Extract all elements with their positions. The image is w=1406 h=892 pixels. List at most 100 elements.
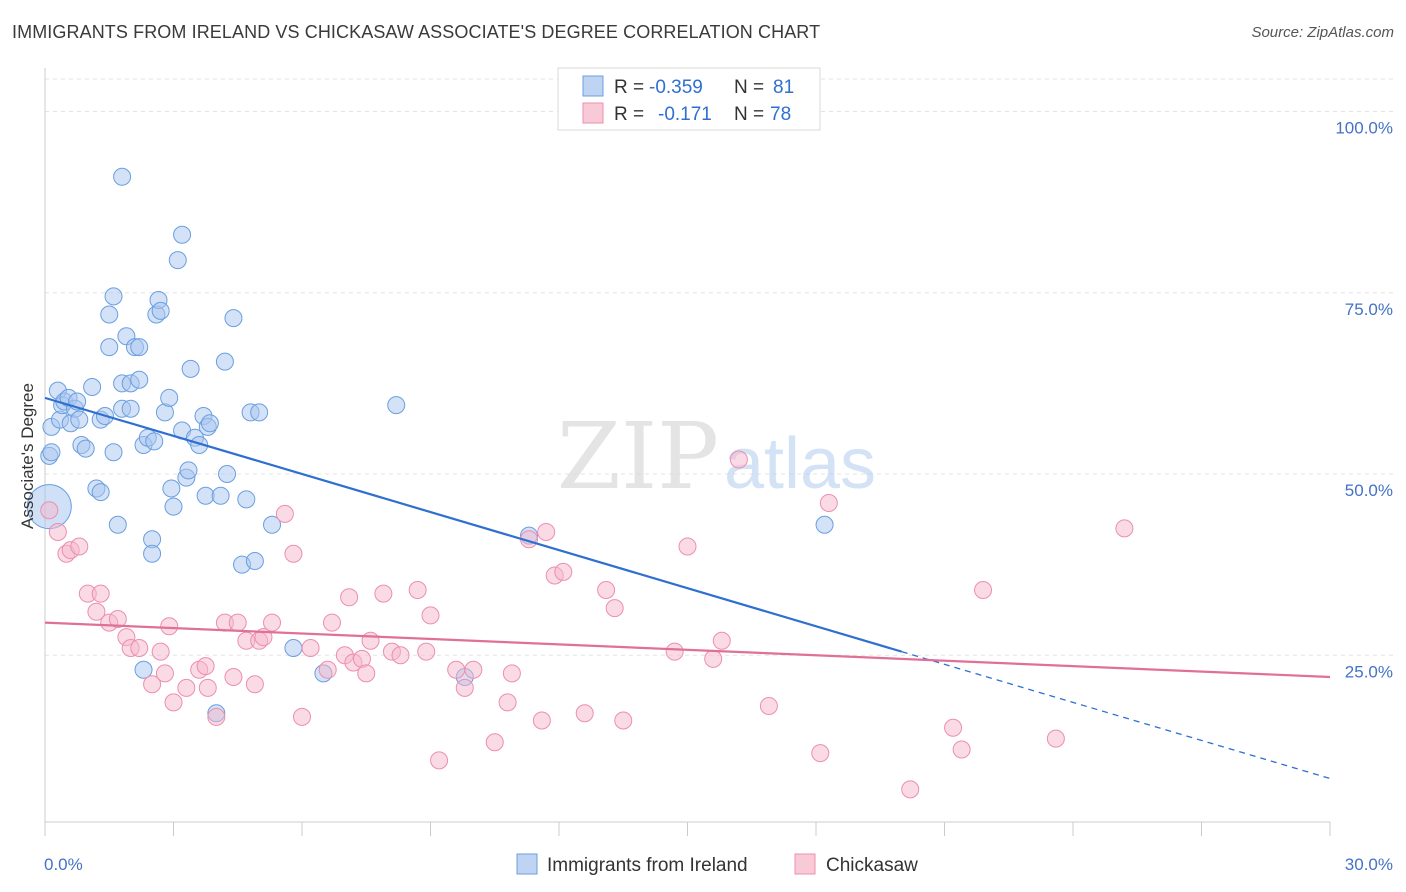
watermark-zip: ZIP <box>557 403 719 510</box>
ireland-point <box>42 443 61 462</box>
chickasaw-point <box>160 617 179 636</box>
chickasaw-point <box>374 584 393 603</box>
chickasaw-point <box>759 697 778 715</box>
chickasaw-point <box>952 740 971 759</box>
chickasaw-point <box>318 660 337 679</box>
ireland-point <box>224 309 243 328</box>
watermark-atlas: atlas <box>724 424 876 504</box>
chickasaw-point <box>301 639 320 657</box>
chickasaw-point <box>1115 519 1134 538</box>
ireland-point <box>196 486 215 505</box>
chickasaw-point <box>151 642 170 661</box>
legend-n-label-chickasaw: N = <box>734 104 764 125</box>
ireland-point <box>250 403 269 422</box>
ireland-point <box>218 465 237 483</box>
legend-n-label-ireland: N = <box>734 77 764 98</box>
top-legend: R = -0.359 N = 81 R = -0.171 N = 78 <box>557 67 821 131</box>
ireland-point <box>104 443 123 462</box>
chickasaw-point <box>224 668 243 686</box>
y-tick-label-50: 50.0% <box>1345 481 1393 500</box>
ireland-point <box>263 515 282 534</box>
trend-lines <box>44 396 1331 780</box>
ireland-point <box>121 399 140 418</box>
chickasaw-point <box>729 450 748 469</box>
chickasaw-point <box>198 678 217 697</box>
chickasaw-point <box>498 693 517 712</box>
chickasaw-point <box>284 544 303 563</box>
chickasaw-point <box>417 642 436 661</box>
chickasaw-point <box>391 646 410 665</box>
ireland-point <box>237 490 256 509</box>
chickasaw-point <box>704 649 723 668</box>
ireland-point <box>211 486 230 505</box>
chickasaw-point <box>974 581 993 599</box>
chickasaw-point <box>605 599 624 618</box>
chickasaw-point <box>275 504 294 523</box>
ireland-point <box>162 479 181 498</box>
ireland-point <box>91 483 110 502</box>
data-points <box>26 167 1134 799</box>
chickasaw-point <box>91 584 110 603</box>
ireland-point <box>100 338 119 357</box>
legend-r-label-chickasaw: R = <box>614 104 644 125</box>
bottom-legend-label-ireland: Immigrants from Ireland <box>547 855 748 876</box>
ireland-point <box>76 439 95 458</box>
chickasaw-point <box>502 664 521 683</box>
chickasaw-point <box>430 751 449 770</box>
chickasaw-point <box>464 660 483 679</box>
ireland-point <box>108 515 127 534</box>
chickasaw-point <box>455 678 474 697</box>
bottom-legend: Immigrants from Ireland Chickasaw <box>516 853 918 876</box>
chickasaw-point <box>597 581 616 599</box>
chickasaw-point <box>40 501 59 520</box>
chickasaw-point <box>207 707 226 726</box>
ireland-point <box>200 414 219 433</box>
chickasaw-point <box>361 631 380 650</box>
chickasaw-point <box>164 693 183 712</box>
bottom-legend-swatch-ireland <box>516 853 538 875</box>
chickasaw-point <box>245 675 264 694</box>
ireland-point <box>145 432 164 451</box>
ireland-point <box>70 410 89 429</box>
ireland-point <box>181 359 200 378</box>
watermark: ZIP atlas <box>557 403 876 510</box>
ireland-point <box>151 301 170 320</box>
y-tick-label-100: 100.0% <box>1335 119 1393 138</box>
y-tick-label-75: 75.0% <box>1345 300 1393 319</box>
legend-r-value-ireland: -0.359 <box>649 77 703 98</box>
legend-r-label-ireland: R = <box>614 77 644 98</box>
ireland-point <box>100 305 119 324</box>
chickasaw-point <box>665 642 684 661</box>
x-tick-label-min: 0.0% <box>44 855 83 874</box>
chickasaw-point <box>575 704 594 723</box>
ireland-trend-extension <box>901 651 1331 780</box>
chickasaw-point <box>678 537 697 556</box>
chickasaw-point <box>901 780 920 799</box>
chickasaw-point <box>554 562 573 581</box>
ireland-point <box>83 378 102 396</box>
chickasaw-point <box>408 581 427 599</box>
legend-swatch-chickasaw <box>582 102 604 124</box>
chickasaw-point <box>228 613 247 632</box>
chickasaw-point <box>811 744 830 763</box>
ireland-point <box>215 352 234 371</box>
ireland-point <box>143 544 162 563</box>
chickasaw-point <box>87 602 106 621</box>
chickasaw-point <box>485 733 504 752</box>
chart-title: IMMIGRANTS FROM IRELAND VS CHICKASAW ASS… <box>12 22 821 42</box>
chickasaw-point <box>1046 729 1065 748</box>
ireland-point <box>130 370 149 389</box>
ireland-point <box>168 251 187 270</box>
chickasaw-point <box>196 657 215 676</box>
chickasaw-point <box>340 588 359 607</box>
legend-r-value-chickasaw: -0.171 <box>658 104 712 125</box>
chickasaw-point <box>155 664 174 683</box>
legend-swatch-ireland <box>582 75 604 97</box>
y-tick-labels: 25.0% 50.0% 75.0% 100.0% <box>1335 119 1393 682</box>
chickasaw-point <box>357 664 376 683</box>
chickasaw-point <box>293 707 311 726</box>
bottom-legend-swatch-chickasaw <box>794 853 816 875</box>
ireland-point <box>284 639 303 657</box>
chickasaw-point <box>532 711 551 730</box>
